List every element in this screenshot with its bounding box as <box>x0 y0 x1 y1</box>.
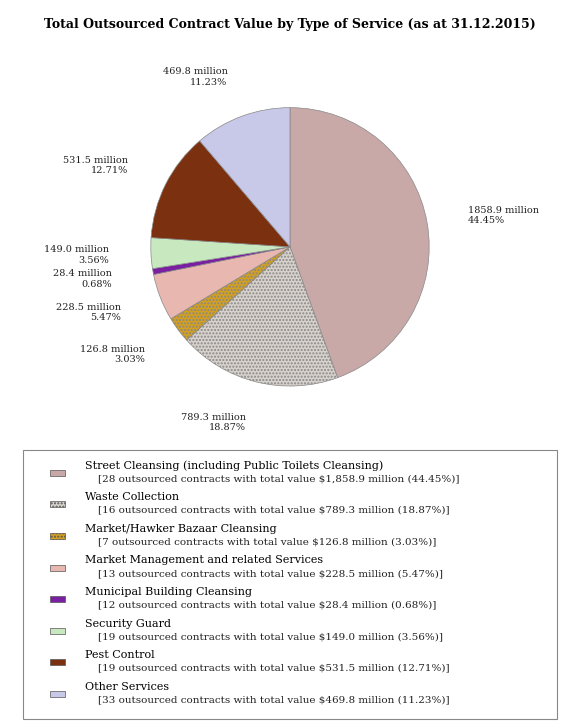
Bar <box>50 691 65 697</box>
Bar <box>50 470 65 476</box>
Text: 228.5 million
5.47%: 228.5 million 5.47% <box>56 303 121 322</box>
Bar <box>50 659 65 665</box>
Text: Municipal Building Cleansing: Municipal Building Cleansing <box>85 587 252 597</box>
Text: Pest Control: Pest Control <box>85 650 154 660</box>
Text: 126.8 million
3.03%: 126.8 million 3.03% <box>79 345 144 364</box>
Wedge shape <box>154 247 290 319</box>
Text: [19 outsourced contracts with total value $149.0 million (3.56%)]: [19 outsourced contracts with total valu… <box>98 632 443 641</box>
Wedge shape <box>153 247 290 274</box>
Wedge shape <box>187 247 338 386</box>
Text: Security Guard: Security Guard <box>85 619 171 629</box>
Text: Waste Collection: Waste Collection <box>85 492 179 502</box>
Bar <box>50 628 65 634</box>
Wedge shape <box>151 141 290 247</box>
Bar <box>50 533 65 539</box>
Text: Other Services: Other Services <box>85 682 169 692</box>
Wedge shape <box>200 107 290 247</box>
Text: [13 outsourced contracts with total value $228.5 million (5.47%)]: [13 outsourced contracts with total valu… <box>98 569 443 578</box>
Wedge shape <box>171 247 290 340</box>
Text: [33 outsourced contracts with total value $469.8 million (11.23%)]: [33 outsourced contracts with total valu… <box>98 695 450 704</box>
Text: 531.5 million
12.71%: 531.5 million 12.71% <box>63 156 128 175</box>
Text: Total Outsourced Contract Value by Type of Service (as at 31.12.2015): Total Outsourced Contract Value by Type … <box>44 18 536 31</box>
Bar <box>50 596 65 602</box>
Bar <box>50 502 65 507</box>
FancyBboxPatch shape <box>23 450 557 719</box>
Text: Market Management and related Services: Market Management and related Services <box>85 555 322 566</box>
Bar <box>50 565 65 571</box>
Wedge shape <box>290 107 429 378</box>
Text: [12 outsourced contracts with total value $28.4 million (0.68%)]: [12 outsourced contracts with total valu… <box>98 600 436 609</box>
Text: [7 outsourced contracts with total value $126.8 million (3.03%)]: [7 outsourced contracts with total value… <box>98 537 436 547</box>
Text: 789.3 million
18.87%: 789.3 million 18.87% <box>182 413 246 432</box>
Text: [28 outsourced contracts with total value $1,858.9 million (44.45%)]: [28 outsourced contracts with total valu… <box>98 474 459 484</box>
Wedge shape <box>151 237 290 269</box>
Text: [16 outsourced contracts with total value $789.3 million (18.87%)]: [16 outsourced contracts with total valu… <box>98 506 450 515</box>
Text: 149.0 million
3.56%: 149.0 million 3.56% <box>44 245 109 265</box>
Text: Street Cleansing (including Public Toilets Cleansing): Street Cleansing (including Public Toile… <box>85 460 383 470</box>
Text: 28.4 million
0.68%: 28.4 million 0.68% <box>53 269 112 289</box>
Text: Market/Hawker Bazaar Cleansing: Market/Hawker Bazaar Cleansing <box>85 524 276 534</box>
Text: [19 outsourced contracts with total value $531.5 million (12.71%)]: [19 outsourced contracts with total valu… <box>98 664 450 672</box>
Text: 1858.9 million
44.45%: 1858.9 million 44.45% <box>468 205 539 225</box>
Text: 469.8 million
11.23%: 469.8 million 11.23% <box>162 68 227 86</box>
